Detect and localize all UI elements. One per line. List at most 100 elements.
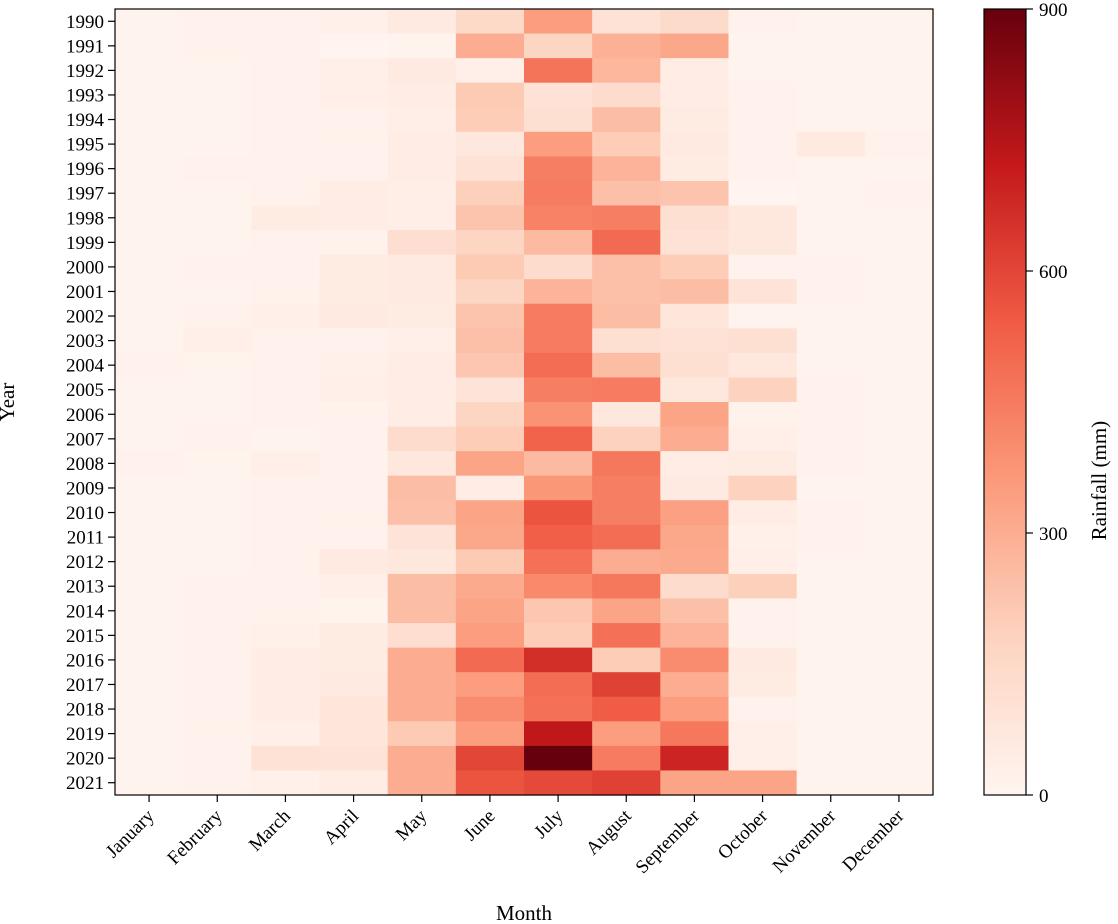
y-tick-label: 2004 xyxy=(66,356,105,377)
heatmap-cell xyxy=(455,352,525,379)
heatmap-cell xyxy=(728,205,798,231)
heatmap-cell xyxy=(796,475,866,501)
heatmap-cell xyxy=(864,180,934,207)
heatmap-cell xyxy=(387,647,457,673)
y-tick-label: 2007 xyxy=(66,429,104,450)
heatmap-cell xyxy=(319,377,389,403)
heatmap-cell xyxy=(660,402,730,428)
heatmap-cell xyxy=(864,58,934,84)
heatmap-cell xyxy=(796,107,866,133)
y-tick-label: 1992 xyxy=(66,61,104,82)
heatmap-cell xyxy=(864,721,934,747)
heatmap-cell xyxy=(115,58,184,84)
heatmap-cell xyxy=(183,230,252,256)
heatmap-cell xyxy=(183,524,252,550)
heatmap-cell xyxy=(728,107,798,133)
heatmap-cell xyxy=(524,82,593,108)
heatmap-cell xyxy=(592,451,661,477)
heatmap-cell xyxy=(115,254,184,280)
x-tick-label: April xyxy=(320,806,363,849)
heatmap-cell xyxy=(660,82,730,108)
heatmap-cell xyxy=(387,426,457,452)
heatmap-cell xyxy=(319,180,389,207)
heatmap-cell xyxy=(660,180,730,207)
heatmap-cell xyxy=(319,279,389,305)
heatmap-cell xyxy=(660,377,730,403)
heatmap-cell xyxy=(183,82,252,108)
x-tick-label: October xyxy=(714,805,773,864)
y-tick-label: 2001 xyxy=(66,282,104,303)
heatmap-cell xyxy=(387,573,457,600)
heatmap-cell xyxy=(251,107,321,133)
heatmap-cell xyxy=(455,475,525,501)
heatmap-cell xyxy=(183,451,252,477)
heatmap-cell xyxy=(592,426,661,452)
y-tick-label: 2009 xyxy=(66,478,104,499)
heatmap-cell xyxy=(319,745,389,772)
heatmap-cell xyxy=(387,451,457,477)
heatmap-cell xyxy=(455,58,525,84)
heatmap-cell xyxy=(115,524,184,550)
heatmap-cell xyxy=(864,475,934,501)
heatmap-cell xyxy=(251,623,321,649)
heatmap-cell xyxy=(796,33,866,59)
y-tick-label: 1993 xyxy=(66,85,104,106)
y-tick-label: 2017 xyxy=(66,675,104,696)
heatmap-cell xyxy=(728,573,798,600)
y-tick-label: 1991 xyxy=(66,36,104,57)
heatmap-cell xyxy=(524,475,593,501)
heatmap-cell xyxy=(728,647,798,673)
heatmap-cell xyxy=(524,156,593,182)
heatmap-cell xyxy=(251,279,321,305)
y-tick-label: 2013 xyxy=(66,577,104,598)
heatmap-cell xyxy=(592,500,661,526)
heatmap-cell xyxy=(251,82,321,108)
heatmap-cell xyxy=(728,770,798,796)
heatmap-cell xyxy=(660,426,730,452)
heatmap-cell xyxy=(251,598,321,624)
heatmap-cell xyxy=(183,9,252,35)
heatmap-cell xyxy=(728,426,798,452)
heatmap-cell xyxy=(864,328,934,354)
heatmap-cell xyxy=(728,524,798,550)
heatmap-cell xyxy=(251,328,321,354)
y-tick-label: 2002 xyxy=(66,307,104,328)
heatmap-cell xyxy=(524,451,593,477)
heatmap-cell xyxy=(728,500,798,526)
heatmap-cell xyxy=(524,402,593,428)
x-tick-label: August xyxy=(582,805,636,859)
heatmap-cell xyxy=(864,107,934,133)
heatmap-cell xyxy=(319,500,389,526)
heatmap-cell xyxy=(115,205,184,231)
heatmap-cell xyxy=(115,721,184,747)
heatmap-cell xyxy=(115,549,184,575)
heatmap-cell xyxy=(387,279,457,305)
heatmap-cell xyxy=(524,303,593,329)
heatmap-cell xyxy=(592,328,661,354)
heatmap-cell xyxy=(660,230,730,256)
heatmap-cell xyxy=(455,745,525,772)
heatmap-cell xyxy=(728,745,798,772)
heatmap-cell xyxy=(796,647,866,673)
heatmap-cell xyxy=(592,9,661,35)
heatmap-cell xyxy=(319,623,389,649)
y-tick-label: 1998 xyxy=(66,208,104,229)
heatmap-cell xyxy=(251,131,321,157)
heatmap-cell xyxy=(728,156,798,182)
heatmap-cell xyxy=(796,352,866,379)
heatmap-cell xyxy=(387,303,457,329)
heatmap-cell xyxy=(319,451,389,477)
heatmap-cell xyxy=(251,500,321,526)
x-tick-label: May xyxy=(392,805,432,845)
y-tick-label: 2012 xyxy=(66,552,104,573)
heatmap-cell xyxy=(115,82,184,108)
y-tick-label: 2014 xyxy=(66,601,105,622)
heatmap-cell xyxy=(455,33,525,59)
colorbar-tick-label: 600 xyxy=(1039,262,1068,283)
heatmap-cell xyxy=(660,9,730,35)
heatmap-cell xyxy=(592,230,661,256)
heatmap-cell xyxy=(796,180,866,207)
heatmap-cell xyxy=(183,573,252,600)
heatmap-cell xyxy=(864,647,934,673)
heatmap-cell xyxy=(183,623,252,649)
